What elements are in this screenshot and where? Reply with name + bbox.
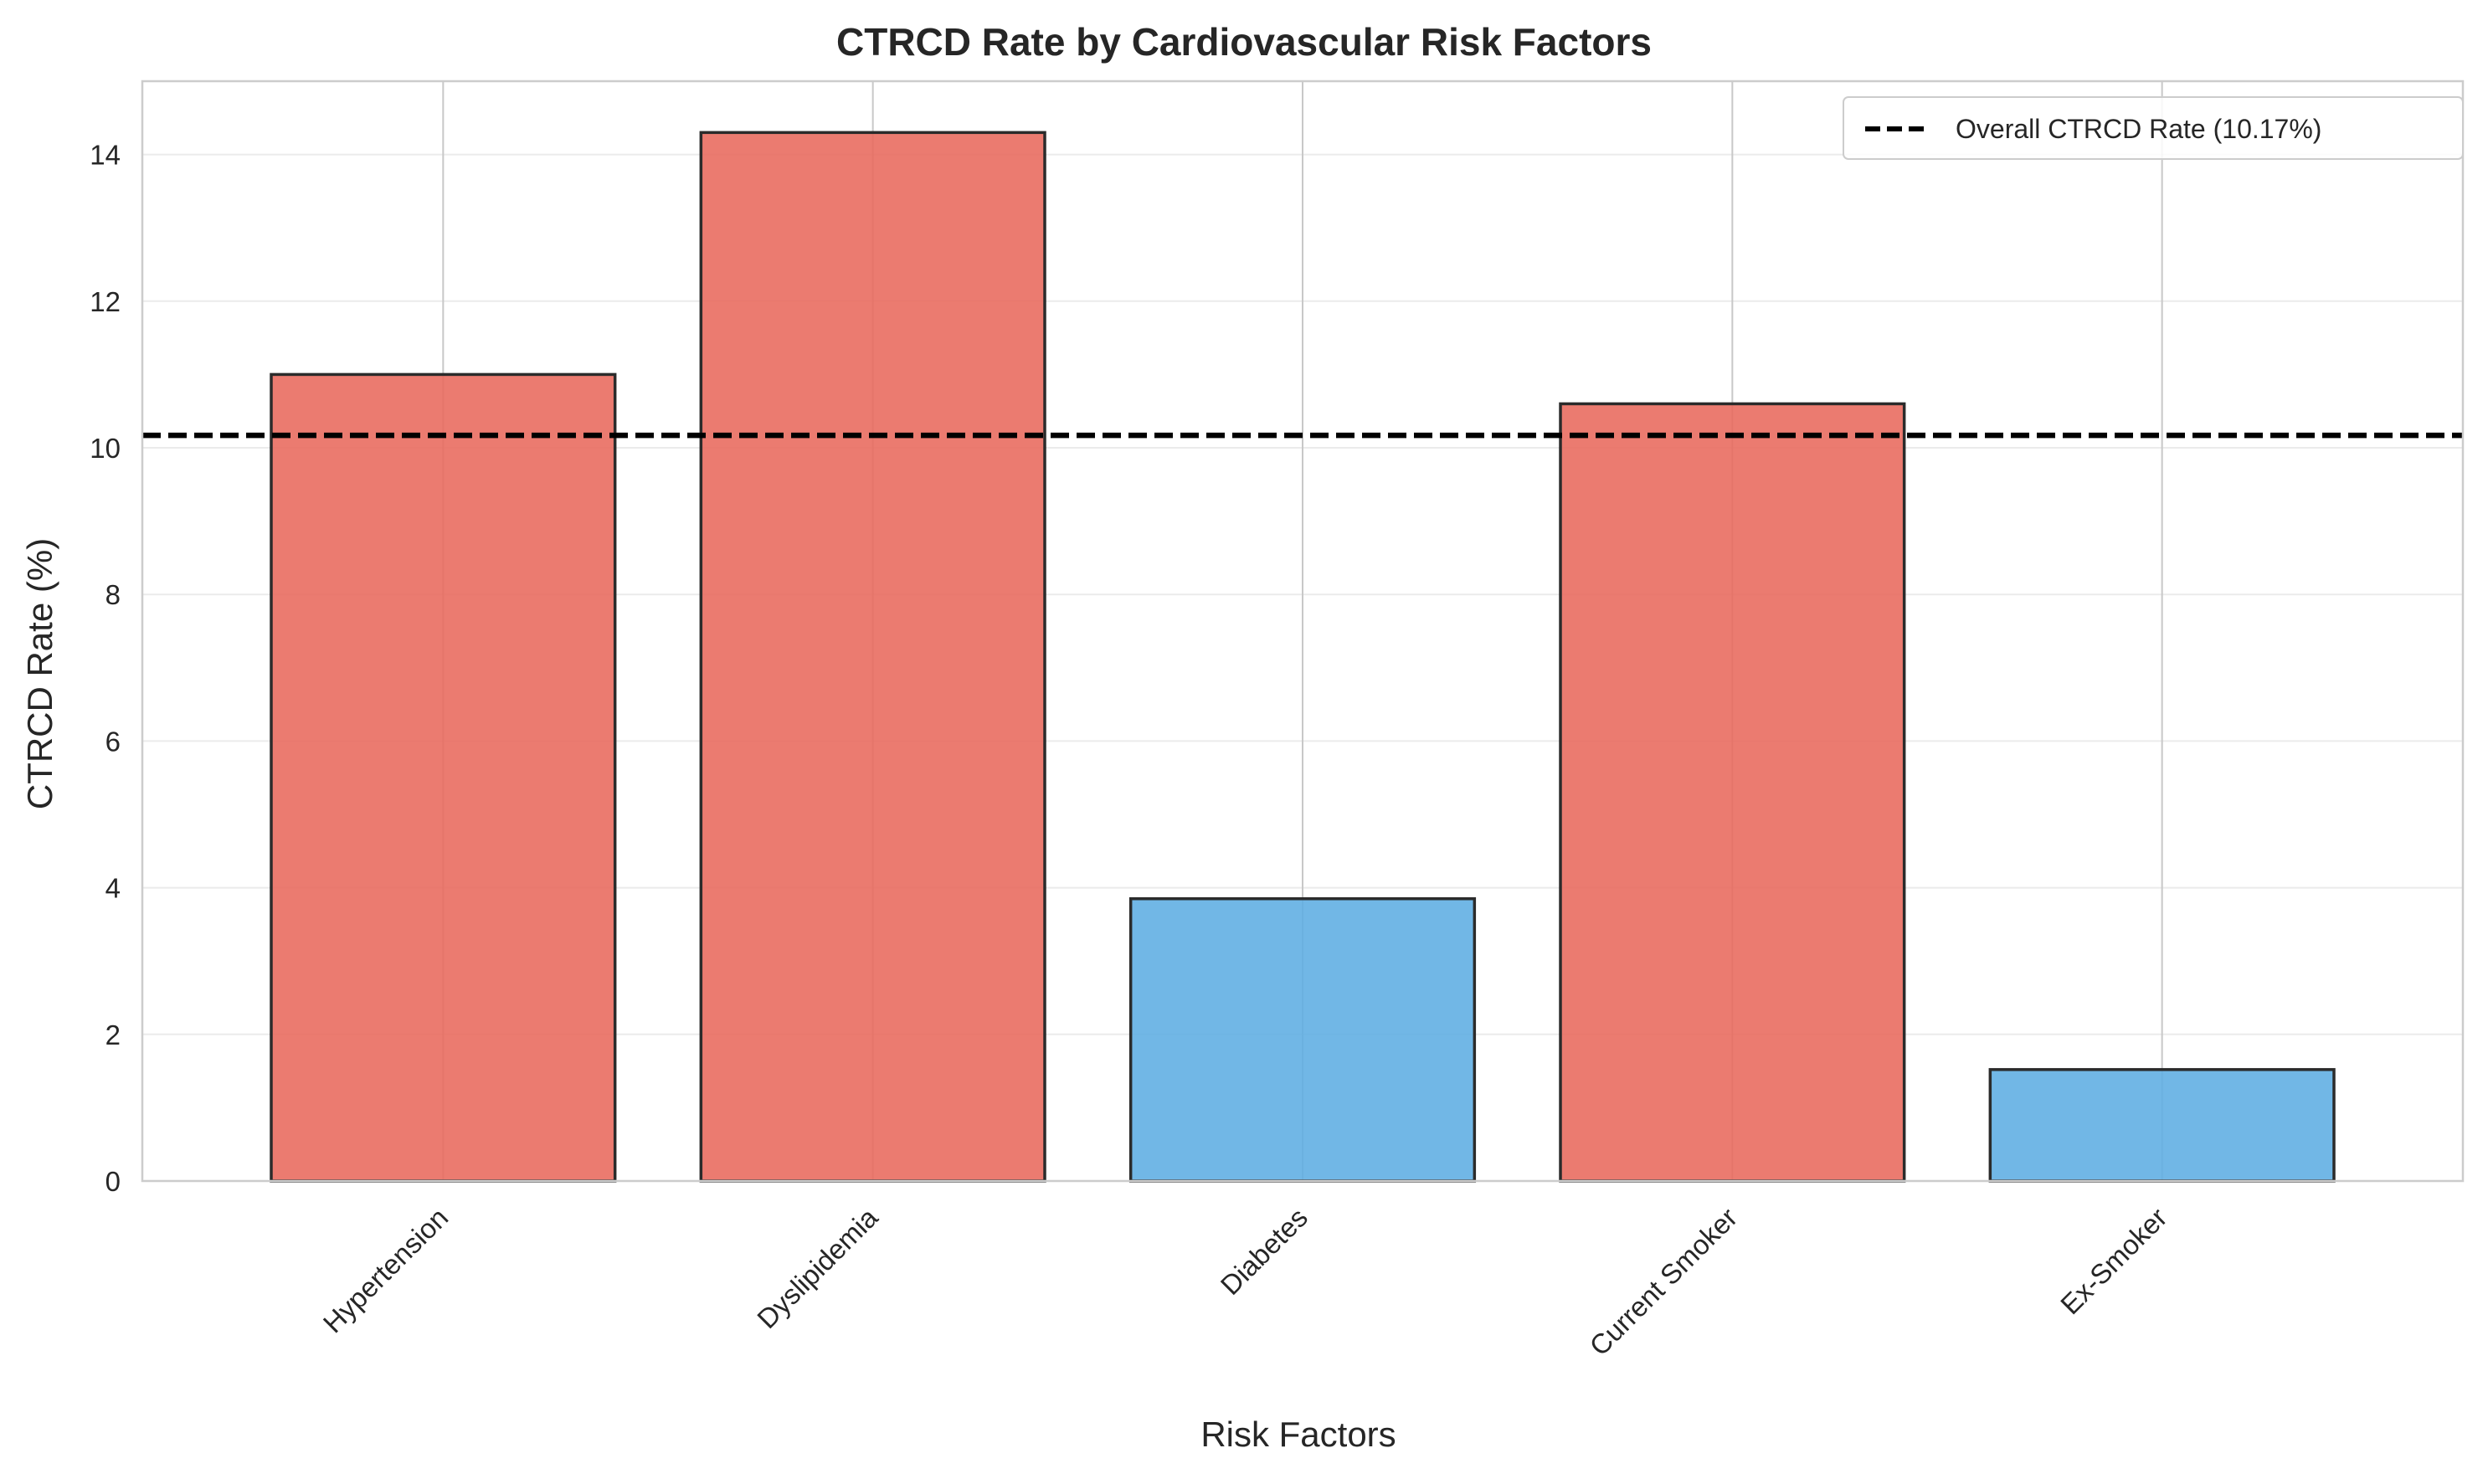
- y-tick-label: 10: [90, 433, 121, 464]
- bar-dyslipidemia: [699, 131, 1046, 1183]
- y-tick-label: 2: [105, 1019, 121, 1050]
- bars: [270, 131, 2336, 1183]
- y-tick-label: 6: [105, 726, 121, 757]
- bar-current-smoker: [1559, 402, 1906, 1183]
- y-axis-label: CTRCD Rate (%): [20, 538, 59, 809]
- bar-hypertension: [270, 372, 617, 1183]
- bar-diabetes: [1128, 896, 1477, 1183]
- legend-box: [1843, 96, 2464, 160]
- bar-ex-smoker: [1988, 1068, 2336, 1183]
- x-axis-label: Risk Factors: [1200, 1415, 1396, 1454]
- plot-frame: [141, 80, 2465, 1183]
- y-tick-label: 0: [105, 1166, 121, 1197]
- legend-label: Overall CTRCD Rate (10.17%): [1956, 114, 2321, 144]
- chart-title: CTRCD Rate by Cardiovascular Risk Factor…: [836, 20, 1652, 64]
- y-tick-label: 12: [90, 286, 121, 317]
- legend: Overall CTRCD Rate (10.17%): [1843, 96, 2464, 160]
- y-tick-labels: 0 2 4 6 8 10 12 14: [90, 140, 121, 1197]
- y-tick-label: 14: [90, 140, 121, 171]
- y-tick-label: 8: [105, 579, 121, 610]
- y-tick-label: 4: [105, 873, 121, 904]
